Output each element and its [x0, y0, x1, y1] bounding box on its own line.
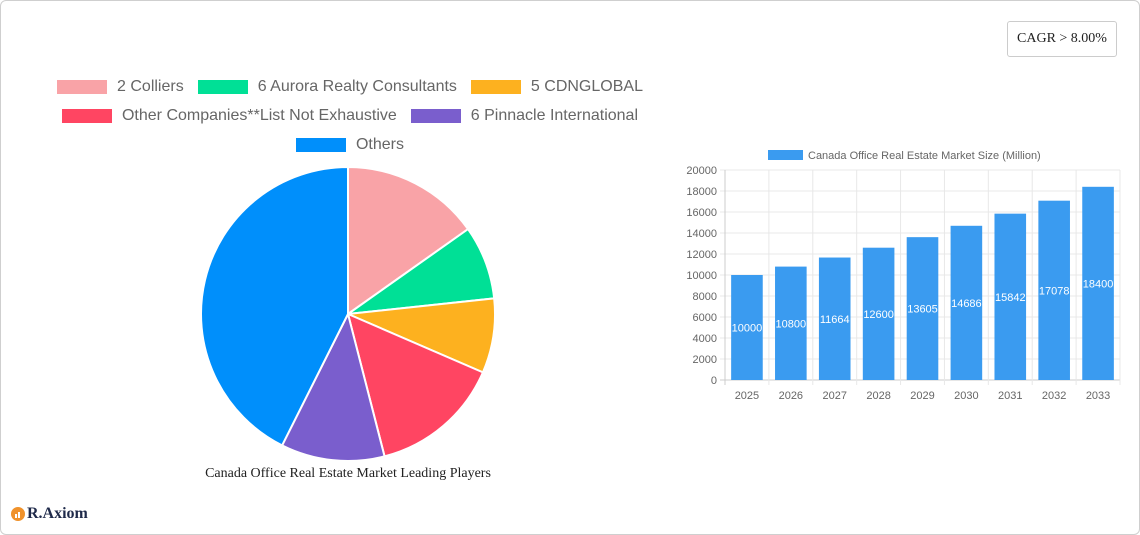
legend-swatch [61, 108, 112, 123]
y-tick-label: 14000 [686, 228, 717, 240]
legend-swatch [470, 79, 521, 94]
legend-item-pinnacle[interactable]: 6 Pinnacle International [410, 106, 639, 125]
x-tick-label: 2025 [735, 390, 759, 402]
bar-value-label: 12600 [863, 309, 894, 321]
x-tick-label: 2028 [866, 390, 890, 402]
bar[interactable] [994, 213, 1027, 380]
y-tick-label: 18000 [686, 186, 717, 198]
legend-swatch [410, 108, 461, 123]
bar-value-label: 18400 [1083, 278, 1114, 290]
bar-value-label: 13605 [907, 304, 938, 316]
y-tick-label: 20000 [686, 165, 717, 177]
y-tick-label: 6000 [693, 312, 717, 324]
cagr-label: CAGR > 8.00% [1017, 31, 1107, 46]
x-tick-label: 2031 [998, 390, 1022, 402]
bar[interactable] [1082, 186, 1114, 380]
legend-label: 5 CDNGLOBAL [530, 77, 643, 95]
legend-label: Others [355, 135, 404, 153]
x-tick-label: 2029 [910, 390, 934, 402]
legend-row: Others [0, 130, 700, 159]
bar-value-label: 15842 [995, 292, 1026, 304]
legend-item-other-companies[interactable]: Other Companies**List Not Exhaustive [61, 106, 397, 125]
legend-item-colliers[interactable]: 2 Colliers [57, 78, 184, 96]
brand-name: R.Axiom [27, 505, 88, 522]
x-tick-label: 2030 [954, 390, 978, 402]
legend-swatch [295, 137, 346, 152]
legend-item-others[interactable]: Others [295, 135, 404, 154]
pie-chart-title: Canada Office Real Estate Market Leading… [205, 466, 491, 481]
legend-label: Other Companies**List Not Exhaustive [121, 106, 397, 124]
cagr-badge: CAGR > 8.00% [1007, 21, 1117, 57]
y-tick-label: 4000 [693, 333, 717, 345]
legend-label: 6 Aurora Realty Consultants [257, 77, 457, 95]
pie-chart [200, 166, 496, 462]
legend-row: 2 Colliers 6 Aurora Realty Consultants 5… [0, 72, 700, 101]
bar-value-label: 17078 [1039, 285, 1070, 297]
pie-legend: 2 Colliers 6 Aurora Realty Consultants 5… [0, 72, 700, 159]
bar[interactable] [731, 275, 763, 380]
x-tick-label: 2032 [1042, 390, 1066, 402]
bar-value-label: 10800 [776, 318, 807, 330]
pie-slice[interactable] [200, 166, 349, 447]
legend-swatch [57, 79, 108, 94]
legend-label: 2 Colliers [117, 77, 184, 95]
bar-chart: Canada Office Real Estate Market Size (M… [686, 150, 1121, 402]
pie-slice[interactable] [280, 311, 386, 462]
bar-value-label: 14686 [951, 298, 982, 310]
y-tick-label: 2000 [693, 354, 717, 366]
y-tick-label: 0 [711, 375, 717, 387]
svg-text:Canada Office Real Estate Mark: Canada Office Real Estate Market Size (M… [808, 150, 1041, 162]
x-tick-label: 2027 [822, 390, 846, 402]
bar[interactable] [775, 266, 807, 380]
legend-label: 6 Pinnacle International [470, 106, 639, 124]
logo-icon [11, 507, 25, 521]
y-tick-label: 8000 [693, 291, 717, 303]
bar-legend[interactable]: Canada Office Real Estate Market Size (M… [768, 150, 1041, 162]
y-tick-label: 12000 [686, 249, 717, 261]
y-tick-label: 10000 [686, 270, 717, 282]
legend-swatch [197, 79, 248, 94]
bar[interactable] [862, 247, 895, 380]
legend-item-aurora[interactable]: 6 Aurora Realty Consultants [197, 77, 457, 96]
legend-row: Other Companies**List Not Exhaustive 6 P… [0, 101, 700, 130]
bar[interactable] [906, 237, 939, 380]
pie-slice[interactable] [346, 312, 485, 458]
x-tick-label: 2033 [1086, 390, 1110, 402]
bar-value-label: 11664 [820, 314, 850, 326]
x-tick-label: 2026 [779, 390, 803, 402]
bar-value-label: 10000 [732, 323, 763, 335]
bar[interactable] [1038, 200, 1070, 380]
bar[interactable] [818, 257, 851, 380]
bar[interactable] [950, 225, 983, 380]
brand-logo[interactable]: R.Axiom [11, 505, 88, 523]
pie-slice[interactable] [347, 166, 470, 316]
y-tick-label: 16000 [686, 207, 717, 219]
legend-item-cdnglobal[interactable]: 5 CDNGLOBAL [470, 77, 643, 96]
